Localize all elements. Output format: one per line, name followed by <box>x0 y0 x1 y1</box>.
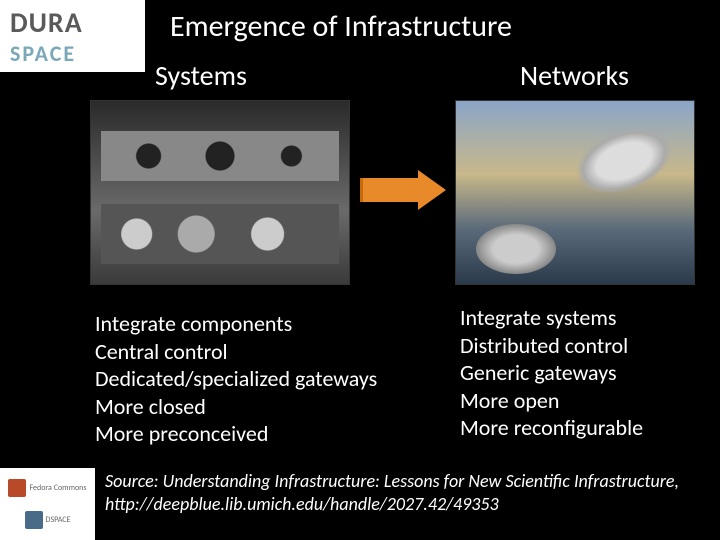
footer-logos: Fedora Commons DSPACE <box>0 468 95 540</box>
list-item: Integrate components <box>95 310 435 338</box>
logo-label: Fedora Commons <box>29 483 86 493</box>
logo-line1: DURA <box>10 5 145 40</box>
dspace-icon <box>25 511 43 529</box>
list-item: Dedicated/specialized gateways <box>95 365 435 393</box>
right-column-header: Networks <box>520 58 629 93</box>
source-citation: Source: Understanding Infrastructure: Le… <box>105 470 700 515</box>
arrow-body <box>360 178 420 202</box>
left-column-header: Systems <box>155 58 247 93</box>
fedora-commons-logo: Fedora Commons <box>8 479 86 497</box>
slide-title: Emergence of Infrastructure <box>170 8 512 45</box>
list-item: More preconceived <box>95 420 435 448</box>
arrow-head-icon <box>418 170 446 210</box>
list-item: More closed <box>95 393 435 421</box>
networks-bullets: Integrate systems Distributed control Ge… <box>460 304 710 442</box>
duraspace-logo: DURA SPACE <box>0 0 145 72</box>
dspace-logo: DSPACE <box>25 511 71 529</box>
logo-line2: SPACE <box>10 40 145 67</box>
list-item: More open <box>460 387 710 415</box>
networks-image <box>455 100 695 285</box>
logo-label: DSPACE <box>46 515 71 525</box>
systems-image <box>90 100 350 285</box>
systems-bullets: Integrate components Central control Ded… <box>95 310 435 448</box>
list-item: Generic gateways <box>460 359 710 387</box>
transition-arrow <box>360 170 450 210</box>
list-item: Integrate systems <box>460 304 710 332</box>
fedora-icon <box>8 479 26 497</box>
list-item: More reconfigurable <box>460 414 710 442</box>
list-item: Distributed control <box>460 332 710 360</box>
list-item: Central control <box>95 338 435 366</box>
